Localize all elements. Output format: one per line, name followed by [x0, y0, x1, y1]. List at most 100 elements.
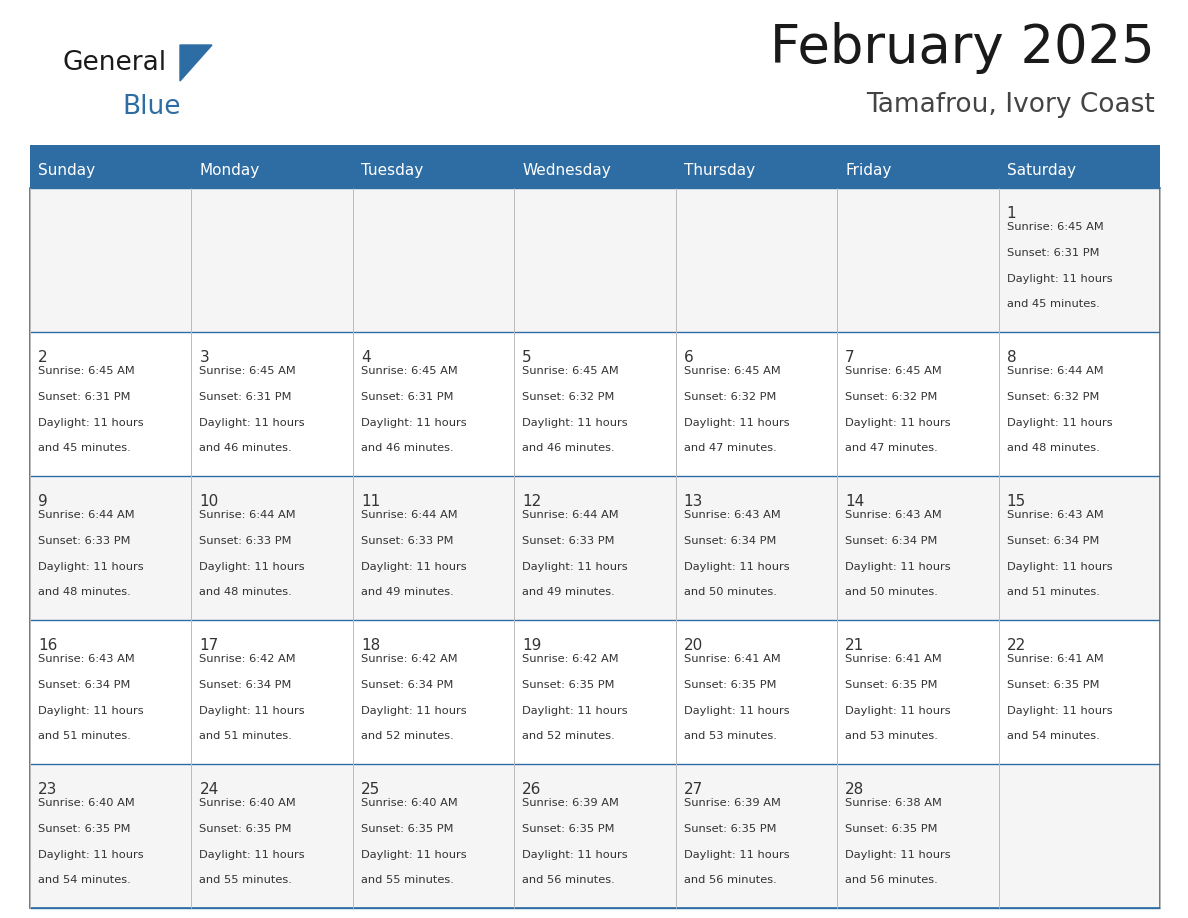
- Bar: [353, 764, 514, 908]
- Text: Sunset: 6:34 PM: Sunset: 6:34 PM: [38, 679, 131, 689]
- Text: Sunrise: 6:44 AM: Sunrise: 6:44 AM: [523, 510, 619, 520]
- Text: 1: 1: [1006, 206, 1016, 221]
- Text: Daylight: 11 hours: Daylight: 11 hours: [684, 849, 789, 859]
- Text: Sunset: 6:34 PM: Sunset: 6:34 PM: [361, 679, 454, 689]
- Text: Daylight: 11 hours: Daylight: 11 hours: [38, 562, 144, 572]
- Text: Sunset: 6:34 PM: Sunset: 6:34 PM: [200, 679, 292, 689]
- Text: Wednesday: Wednesday: [523, 162, 611, 177]
- Bar: [30, 188, 1159, 908]
- Text: Tuesday: Tuesday: [361, 162, 423, 177]
- Text: Sunrise: 6:45 AM: Sunrise: 6:45 AM: [361, 366, 457, 376]
- Text: 23: 23: [38, 782, 57, 797]
- Text: Thursday: Thursday: [684, 162, 754, 177]
- Text: Sunset: 6:33 PM: Sunset: 6:33 PM: [38, 536, 131, 546]
- Text: Daylight: 11 hours: Daylight: 11 hours: [361, 706, 467, 715]
- Text: and 55 minutes.: and 55 minutes.: [361, 876, 454, 885]
- Text: Sunrise: 6:41 AM: Sunrise: 6:41 AM: [1006, 654, 1104, 664]
- Text: 21: 21: [845, 638, 865, 653]
- Text: and 53 minutes.: and 53 minutes.: [684, 732, 777, 742]
- Text: Friday: Friday: [845, 162, 891, 177]
- Text: Daylight: 11 hours: Daylight: 11 hours: [1006, 274, 1112, 284]
- Text: Sunrise: 6:41 AM: Sunrise: 6:41 AM: [684, 654, 781, 664]
- Bar: [30, 620, 191, 764]
- Text: Sunrise: 6:42 AM: Sunrise: 6:42 AM: [523, 654, 619, 664]
- Text: and 45 minutes.: and 45 minutes.: [38, 443, 131, 453]
- Text: General: General: [62, 50, 166, 76]
- Text: and 46 minutes.: and 46 minutes.: [361, 443, 454, 453]
- Text: Daylight: 11 hours: Daylight: 11 hours: [38, 706, 144, 715]
- Text: February 2025: February 2025: [770, 22, 1155, 74]
- Text: Sunset: 6:35 PM: Sunset: 6:35 PM: [523, 679, 614, 689]
- Text: Sunrise: 6:44 AM: Sunrise: 6:44 AM: [38, 510, 134, 520]
- Bar: [838, 620, 999, 764]
- Text: Sunset: 6:35 PM: Sunset: 6:35 PM: [38, 823, 131, 834]
- Text: Sunrise: 6:44 AM: Sunrise: 6:44 AM: [200, 510, 296, 520]
- Text: Daylight: 11 hours: Daylight: 11 hours: [523, 706, 628, 715]
- Text: Sunrise: 6:40 AM: Sunrise: 6:40 AM: [38, 798, 134, 808]
- Bar: [30, 332, 191, 476]
- Text: Sunset: 6:32 PM: Sunset: 6:32 PM: [1006, 392, 1099, 402]
- Bar: [514, 150, 676, 188]
- Text: 9: 9: [38, 494, 48, 509]
- Text: Daylight: 11 hours: Daylight: 11 hours: [361, 418, 467, 428]
- Text: and 47 minutes.: and 47 minutes.: [684, 443, 777, 453]
- Text: Sunset: 6:35 PM: Sunset: 6:35 PM: [200, 823, 292, 834]
- Text: Daylight: 11 hours: Daylight: 11 hours: [684, 418, 789, 428]
- Text: Sunset: 6:33 PM: Sunset: 6:33 PM: [523, 536, 614, 546]
- Text: Daylight: 11 hours: Daylight: 11 hours: [38, 418, 144, 428]
- Bar: [191, 764, 353, 908]
- Text: Daylight: 11 hours: Daylight: 11 hours: [200, 706, 305, 715]
- Bar: [514, 476, 676, 620]
- Bar: [191, 188, 353, 332]
- Text: Daylight: 11 hours: Daylight: 11 hours: [684, 706, 789, 715]
- Text: 12: 12: [523, 494, 542, 509]
- Text: Daylight: 11 hours: Daylight: 11 hours: [1006, 562, 1112, 572]
- Bar: [514, 188, 676, 332]
- Text: Sunrise: 6:41 AM: Sunrise: 6:41 AM: [845, 654, 942, 664]
- Text: Daylight: 11 hours: Daylight: 11 hours: [845, 706, 950, 715]
- Text: Sunset: 6:35 PM: Sunset: 6:35 PM: [845, 823, 937, 834]
- Text: 10: 10: [200, 494, 219, 509]
- Text: Sunset: 6:31 PM: Sunset: 6:31 PM: [1006, 248, 1099, 258]
- Text: 24: 24: [200, 782, 219, 797]
- Text: Daylight: 11 hours: Daylight: 11 hours: [523, 849, 628, 859]
- Text: and 50 minutes.: and 50 minutes.: [684, 588, 777, 598]
- Text: Sunset: 6:31 PM: Sunset: 6:31 PM: [361, 392, 454, 402]
- Text: 11: 11: [361, 494, 380, 509]
- Text: Sunset: 6:32 PM: Sunset: 6:32 PM: [523, 392, 614, 402]
- Text: Sunset: 6:34 PM: Sunset: 6:34 PM: [684, 536, 776, 546]
- Polygon shape: [181, 45, 211, 81]
- Bar: [30, 145, 1159, 150]
- Text: and 52 minutes.: and 52 minutes.: [361, 732, 454, 742]
- Text: 7: 7: [845, 350, 855, 365]
- Text: Sunrise: 6:45 AM: Sunrise: 6:45 AM: [845, 366, 942, 376]
- Text: and 50 minutes.: and 50 minutes.: [845, 588, 939, 598]
- Text: Daylight: 11 hours: Daylight: 11 hours: [200, 562, 305, 572]
- Text: 18: 18: [361, 638, 380, 653]
- Text: Daylight: 11 hours: Daylight: 11 hours: [361, 849, 467, 859]
- Bar: [838, 332, 999, 476]
- Text: Sunrise: 6:39 AM: Sunrise: 6:39 AM: [684, 798, 781, 808]
- Bar: [353, 150, 514, 188]
- Text: and 55 minutes.: and 55 minutes.: [200, 876, 292, 885]
- Text: Daylight: 11 hours: Daylight: 11 hours: [523, 562, 628, 572]
- Text: and 56 minutes.: and 56 minutes.: [523, 876, 615, 885]
- Bar: [30, 150, 191, 188]
- Text: Sunrise: 6:43 AM: Sunrise: 6:43 AM: [1006, 510, 1104, 520]
- Bar: [999, 150, 1159, 188]
- Text: Tamafrou, Ivory Coast: Tamafrou, Ivory Coast: [866, 92, 1155, 118]
- Text: 3: 3: [200, 350, 209, 365]
- Text: 14: 14: [845, 494, 865, 509]
- Bar: [30, 476, 191, 620]
- Text: Sunrise: 6:44 AM: Sunrise: 6:44 AM: [361, 510, 457, 520]
- Bar: [999, 188, 1159, 332]
- Text: and 49 minutes.: and 49 minutes.: [523, 588, 615, 598]
- Text: Sunrise: 6:43 AM: Sunrise: 6:43 AM: [845, 510, 942, 520]
- Text: Daylight: 11 hours: Daylight: 11 hours: [845, 418, 950, 428]
- Text: Sunset: 6:33 PM: Sunset: 6:33 PM: [361, 536, 454, 546]
- Text: Sunrise: 6:43 AM: Sunrise: 6:43 AM: [684, 510, 781, 520]
- Bar: [676, 764, 838, 908]
- Bar: [999, 620, 1159, 764]
- Bar: [999, 332, 1159, 476]
- Text: Sunrise: 6:42 AM: Sunrise: 6:42 AM: [361, 654, 457, 664]
